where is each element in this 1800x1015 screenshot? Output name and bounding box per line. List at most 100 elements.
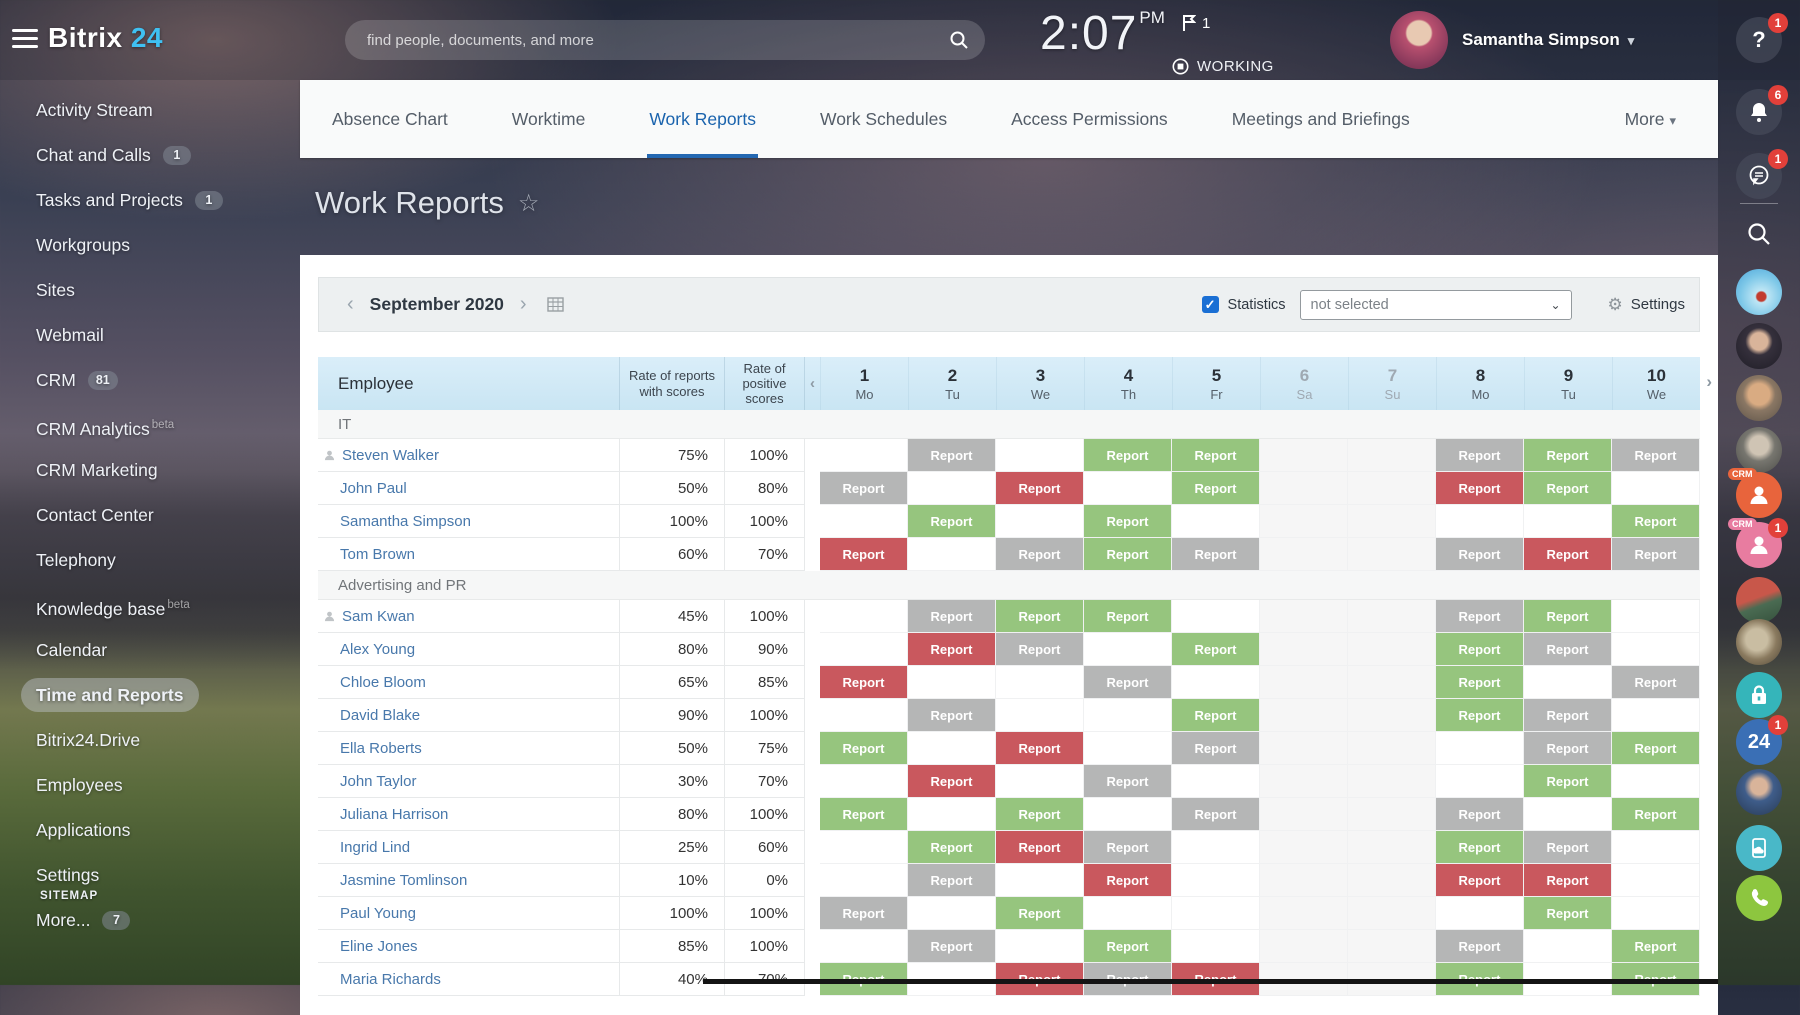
rail-avatar-photo-1[interactable] (1736, 577, 1782, 623)
report-button-green[interactable]: Report (1172, 439, 1259, 471)
scroll-days-left-button[interactable]: ‹ (810, 375, 815, 392)
sidebar-item-tasks-and-projects[interactable]: Tasks and Projects 1 (36, 178, 300, 223)
report-button-green[interactable]: Report (996, 600, 1083, 632)
settings-button[interactable]: ⚙ Settings (1607, 294, 1685, 314)
report-button-gray[interactable]: Report (908, 439, 995, 471)
report-button-green[interactable]: Report (1436, 666, 1523, 698)
rail-notifications[interactable]: 6 (1736, 85, 1788, 135)
report-button-gray[interactable]: Report (996, 633, 1083, 665)
report-button-gray[interactable]: Report (1436, 538, 1523, 570)
report-button-green[interactable]: Report (1084, 505, 1171, 537)
report-button-gray[interactable]: Report (1172, 732, 1259, 764)
report-button-red[interactable]: Report (820, 666, 907, 698)
search-input[interactable] (345, 20, 985, 60)
report-button-green[interactable]: Report (996, 798, 1083, 830)
report-button-red[interactable]: Report (908, 633, 995, 665)
report-button-red[interactable]: Report (820, 538, 907, 570)
search-icon[interactable] (949, 30, 969, 50)
employee-link-ella-roberts[interactable]: Ella Roberts (340, 739, 422, 757)
report-button-red[interactable]: Report (996, 472, 1083, 504)
report-button-green[interactable]: Report (1612, 732, 1699, 764)
tab-worktime[interactable]: Worktime (511, 109, 586, 129)
report-button-green[interactable]: Report (1172, 633, 1259, 665)
report-button-red[interactable]: Report (1524, 864, 1611, 896)
report-button-red[interactable]: Report (1084, 864, 1171, 896)
next-month-button[interactable]: › (519, 293, 527, 315)
report-button-gray[interactable]: Report (1084, 831, 1171, 863)
sidebar-item-sites[interactable]: Sites (36, 268, 300, 313)
rail-search[interactable] (1736, 211, 1782, 257)
report-button-red[interactable]: Report (1524, 538, 1611, 570)
report-button-gray[interactable]: Report (908, 600, 995, 632)
sidebar-item-webmail[interactable]: Webmail (36, 313, 300, 358)
report-button-red[interactable]: Report (1436, 472, 1523, 504)
flag-counter[interactable]: 1 (1182, 14, 1210, 32)
report-button-gray[interactable]: Report (1436, 930, 1523, 962)
current-month[interactable]: September 2020 (369, 294, 504, 314)
report-button-green[interactable]: Report (820, 798, 907, 830)
hamburger-menu-icon[interactable] (12, 29, 38, 51)
employee-link-samantha-simpson[interactable]: Samantha Simpson (340, 512, 471, 530)
report-button-gray[interactable]: Report (1612, 538, 1699, 570)
employee-link-chloe-bloom[interactable]: Chloe Bloom (340, 673, 426, 691)
sitemap-link[interactable]: SITEMAP (40, 890, 99, 902)
report-button-green[interactable]: Report (1084, 538, 1171, 570)
employee-link-maria-richards[interactable]: Maria Richards (340, 970, 441, 988)
sidebar-item-workgroups[interactable]: Workgroups (36, 223, 300, 268)
report-button-gray[interactable]: Report (908, 699, 995, 731)
report-button-gray[interactable]: Report (1524, 831, 1611, 863)
statistics-checkbox[interactable]: ✓ (1201, 296, 1219, 313)
report-button-green[interactable]: Report (1436, 633, 1523, 665)
report-button-green[interactable]: Report (1084, 439, 1171, 471)
employee-link-john-paul[interactable]: John Paul (340, 479, 407, 497)
report-button-gray[interactable]: Report (1172, 538, 1259, 570)
sidebar-item-telephony[interactable]: Telephony (36, 538, 300, 583)
employee-link-eline-jones[interactable]: Eline Jones (340, 937, 418, 955)
employee-link-steven-walker[interactable]: Steven Walker (342, 446, 439, 464)
report-button-red[interactable]: Report (908, 765, 995, 797)
report-button-red[interactable]: Report (996, 732, 1083, 764)
rail-avatar-photo-3[interactable] (1736, 769, 1782, 815)
rail-messenger[interactable]: 1 (1736, 149, 1788, 199)
report-button-gray[interactable]: Report (1436, 798, 1523, 830)
rail-avatar-man-glasses[interactable] (1736, 427, 1782, 473)
report-button-green[interactable]: Report (1172, 699, 1259, 731)
employee-link-ingrid-lind[interactable]: Ingrid Lind (340, 838, 411, 856)
employee-link-paul-young[interactable]: Paul Young (340, 904, 416, 922)
report-button-gray[interactable]: Report (1436, 600, 1523, 632)
sidebar-item-calendar[interactable]: Calendar (36, 628, 300, 673)
employee-link-john-taylor[interactable]: John Taylor (340, 772, 417, 790)
report-button-green[interactable]: Report (996, 897, 1083, 929)
report-button-gray[interactable]: Report (1612, 439, 1699, 471)
report-button-gray[interactable]: Report (820, 897, 907, 929)
rail-lock[interactable] (1736, 672, 1782, 718)
report-button-green[interactable]: Report (1524, 897, 1611, 929)
sidebar-item-time-and-reports[interactable]: Time and Reports (21, 673, 300, 718)
report-button-gray[interactable]: Report (1172, 798, 1259, 830)
sidebar-item-activity-stream[interactable]: Activity Stream (36, 88, 300, 133)
sidebar-item-contact-center[interactable]: Contact Center (36, 493, 300, 538)
rail-avatar-man-beard[interactable] (1736, 375, 1782, 421)
report-button-gray[interactable]: Report (1612, 666, 1699, 698)
tab-more[interactable]: More ▾ (1624, 108, 1676, 129)
report-button-red[interactable]: Report (1436, 864, 1523, 896)
report-button-gray[interactable]: Report (1524, 732, 1611, 764)
employee-link-jasmine-tomlinson[interactable]: Jasmine Tomlinson (340, 871, 468, 889)
rail-call[interactable] (1736, 875, 1782, 921)
report-button-green[interactable]: Report (1612, 930, 1699, 962)
rail-bitrix24-app[interactable]: 24 1 (1736, 715, 1788, 765)
employee-link-juliana-harrison[interactable]: Juliana Harrison (340, 805, 449, 823)
sidebar-item-crm-marketing[interactable]: CRM Marketing (36, 448, 300, 493)
report-button-green[interactable]: Report (1084, 930, 1171, 962)
sidebar-item-knowledge-base[interactable]: Knowledge base beta (36, 583, 300, 628)
rail-crm-contact-orange[interactable]: CRM (1728, 468, 1782, 518)
tab-work-reports[interactable]: Work Reports (647, 80, 758, 158)
favorite-star-icon[interactable]: ☆ (517, 189, 540, 217)
user-menu[interactable]: Samantha Simpson ▾ (1462, 30, 1635, 49)
work-clock[interactable]: 2:07 PM (1040, 7, 1165, 60)
report-button-green[interactable]: Report (1524, 439, 1611, 471)
report-button-green[interactable]: Report (1612, 505, 1699, 537)
report-button-gray[interactable]: Report (1084, 765, 1171, 797)
employee-link-tom-brown[interactable]: Tom Brown (340, 545, 416, 563)
statistics-filter-select[interactable]: not selected ⌄ (1299, 289, 1572, 320)
